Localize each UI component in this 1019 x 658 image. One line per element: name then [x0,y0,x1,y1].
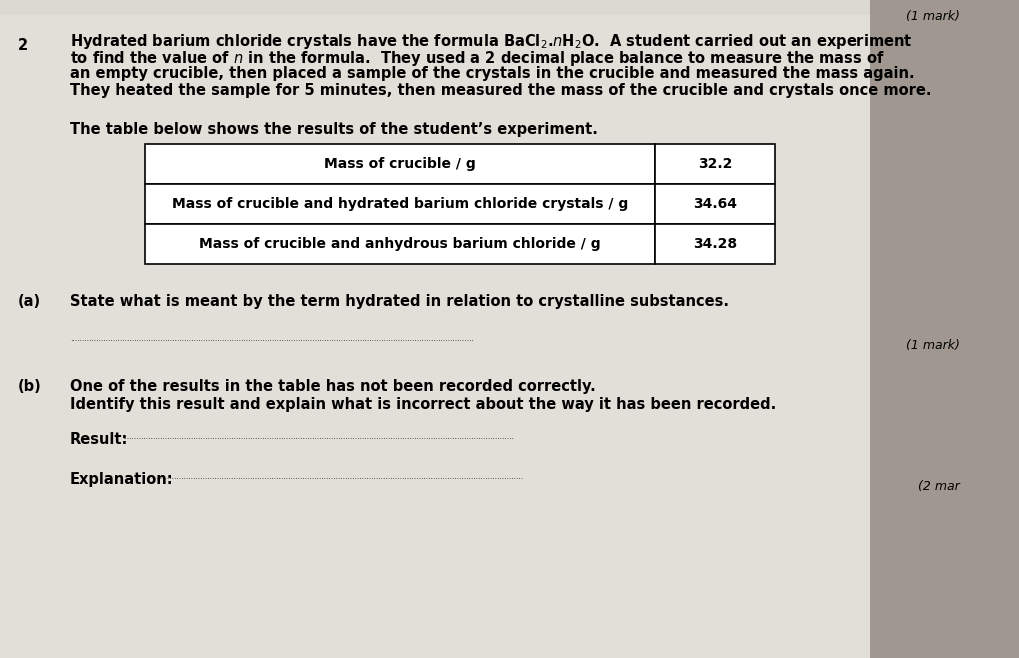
Bar [870,0,1019,658]
Text: State what is meant by the term hydrated in relation to crystalline substances.: State what is meant by the term hydrated… [70,294,729,309]
Text: The table below shows the results of the student’s experiment.: The table below shows the results of the… [70,122,598,137]
Text: an empty crucible, then placed a sample of the crystals in the crucible and meas: an empty crucible, then placed a sample … [70,66,915,81]
Text: (a): (a) [18,294,41,309]
Text: ................................................................................: ........................................… [155,472,523,481]
Bar [0,0,870,15]
Text: They heated the sample for 5 minutes, then measured the mass of the crucible and: They heated the sample for 5 minutes, th… [70,83,931,98]
Text: Identify this result and explain what is incorrect about the way it has been rec: Identify this result and explain what is… [70,397,776,412]
Text: Mass of crucible and hydrated barium chloride crystals / g: Mass of crucible and hydrated barium chl… [172,197,628,211]
Text: Result:: Result: [70,432,128,447]
Text: ................................................................................: ........................................… [122,432,514,441]
Bar [655,184,775,224]
Text: 34.28: 34.28 [693,237,737,251]
Text: Mass of crucible / g: Mass of crucible / g [324,157,476,171]
Text: One of the results in the table has not been recorded correctly.: One of the results in the table has not … [70,379,596,394]
Text: (b): (b) [18,379,42,394]
Bar [145,184,655,224]
Text: to find the value of $n$ in the formula.  They used a 2 decimal place balance to: to find the value of $n$ in the formula.… [70,49,884,68]
Text: Mass of crucible and anhydrous barium chloride / g: Mass of crucible and anhydrous barium ch… [199,237,601,251]
Bar [145,224,655,264]
Text: 2: 2 [18,38,29,53]
Text: (1 mark): (1 mark) [906,10,960,23]
Bar [145,144,655,184]
Text: 34.64: 34.64 [693,197,737,211]
Text: 32.2: 32.2 [698,157,733,171]
Text: (2 mar: (2 mar [918,480,960,493]
Bar [655,224,775,264]
Text: (1 mark): (1 mark) [906,339,960,352]
Text: Explanation:: Explanation: [70,472,173,487]
Text: ................................................................................: ........................................… [70,334,474,343]
Bar [0,0,870,658]
Text: Hydrated barium chloride crystals have the formula BaCl$_2$.$n$H$_2$O.  A studen: Hydrated barium chloride crystals have t… [70,32,913,51]
Bar [655,144,775,184]
